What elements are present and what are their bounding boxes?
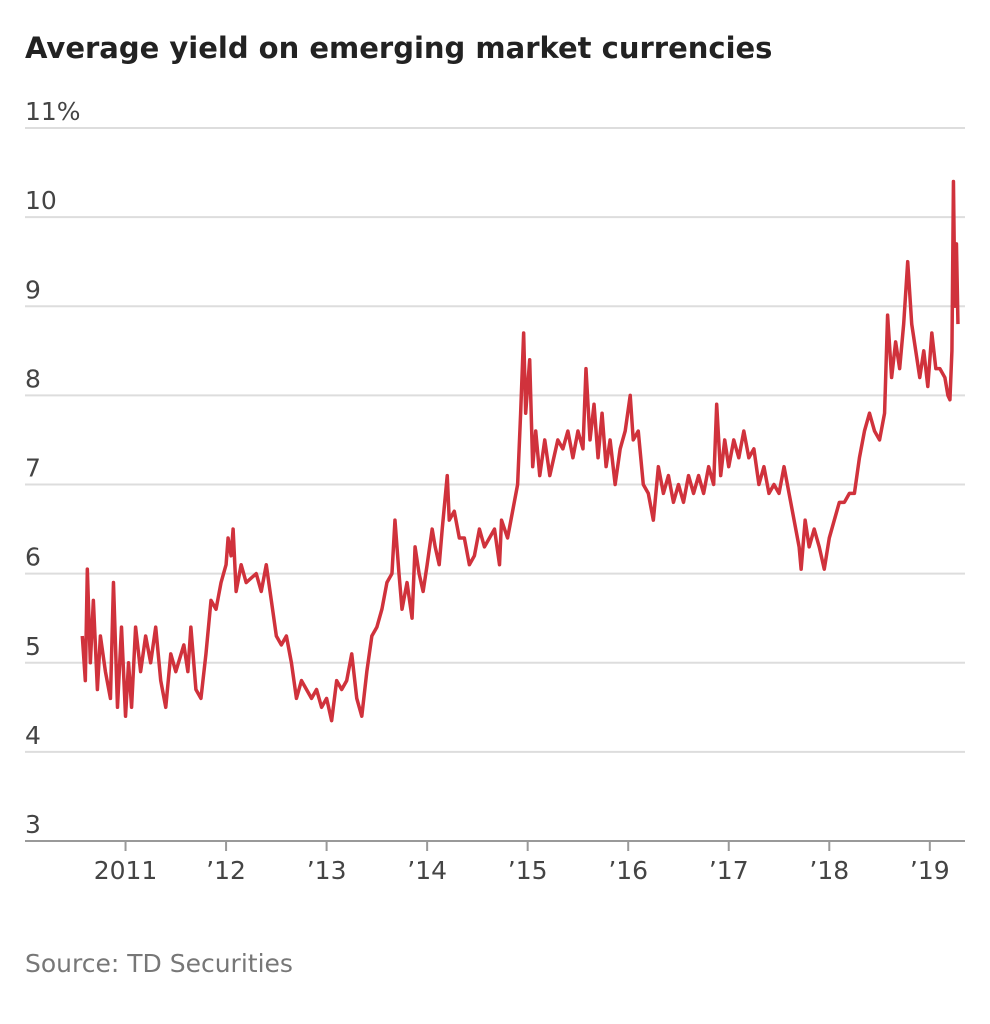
chart-title: Average yield on emerging market currenc… [25, 31, 772, 65]
y-tick-label: 10 [25, 186, 57, 215]
x-tick-label: ’17 [709, 856, 749, 885]
x-tick-label: ’15 [508, 856, 548, 885]
x-tick-label: ’16 [608, 856, 648, 885]
source: Source: TD Securities [25, 949, 293, 978]
y-tick-label: 3 [25, 810, 41, 839]
y-tick-label: 6 [25, 543, 41, 572]
x-tick-label: ’14 [407, 856, 447, 885]
x-tick-label: 2011 [94, 856, 158, 885]
data-line [80, 179, 960, 723]
y-tick-label: 8 [25, 364, 41, 393]
y-tick-label: 7 [25, 454, 41, 483]
y-tick-label: 5 [25, 632, 41, 661]
x-tick-label: ’13 [307, 856, 347, 885]
y-tick-label: 4 [25, 721, 41, 750]
x-tick-label: ’18 [809, 856, 849, 885]
x-tick-label: ’19 [910, 856, 950, 885]
y-tick-label: 9 [25, 275, 41, 304]
x-tick-label: ’12 [206, 856, 246, 885]
y-tick-label: 11% [25, 97, 81, 126]
